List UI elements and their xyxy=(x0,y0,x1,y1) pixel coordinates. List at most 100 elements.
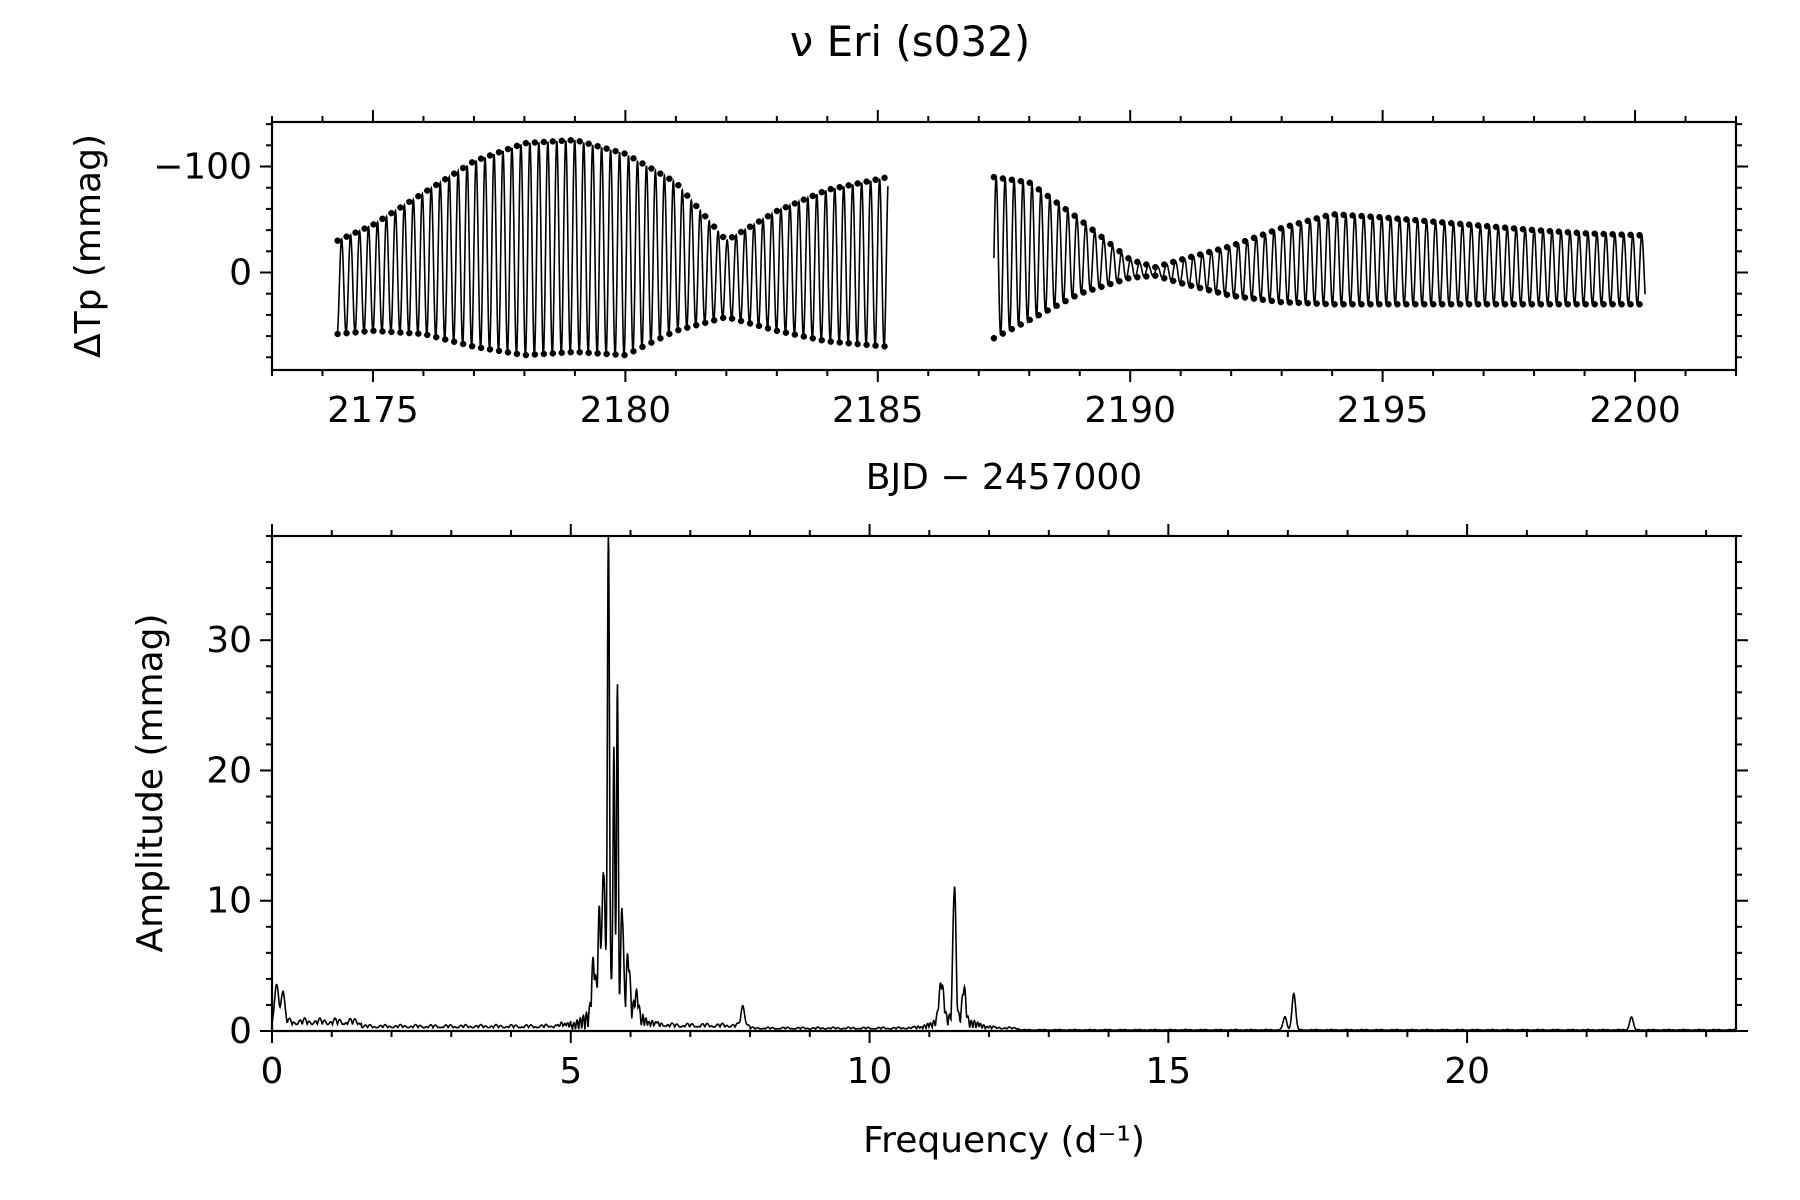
light-curve-point xyxy=(1510,301,1518,308)
light-curve-point xyxy=(1501,224,1509,231)
light-curve-point xyxy=(1591,230,1598,237)
light-curve-point xyxy=(1483,301,1491,308)
light-curve-xtick-label: 2175 xyxy=(327,390,419,431)
amplitude-spectrum-xtick-label: 5 xyxy=(559,1051,582,1092)
light-curve-xtick-label: 2180 xyxy=(580,390,672,431)
light-curve-point xyxy=(1573,301,1581,308)
amplitude-spectrum-xtick-label: 15 xyxy=(1145,1051,1191,1092)
light-curve-point xyxy=(504,349,512,356)
light-curve-point xyxy=(388,209,395,217)
light-curve-point xyxy=(594,142,601,150)
amplitude-spectrum-xtick-label: 10 xyxy=(847,1051,893,1092)
light-curve-xtick-label: 2200 xyxy=(1589,390,1681,431)
light-curve-ytick-label: 0 xyxy=(229,252,252,293)
light-curve-point xyxy=(1107,280,1114,288)
light-curve-point xyxy=(594,350,601,357)
light-curve-point xyxy=(684,324,691,331)
light-curve-point xyxy=(1474,301,1482,308)
light-curve-point xyxy=(334,330,341,338)
light-curve-point xyxy=(352,229,359,236)
light-curve-point xyxy=(1295,220,1303,227)
light-curve-point xyxy=(603,350,610,358)
light-curve-point xyxy=(1528,226,1536,234)
amplitude-spectrum-xlabel: Frequency (d⁻¹) xyxy=(863,1120,1145,1161)
light-curve-point xyxy=(1196,284,1204,292)
light-curve-point xyxy=(1582,301,1589,308)
light-curve-point xyxy=(1349,212,1356,219)
light-curve-point xyxy=(1071,212,1078,219)
light-curve-point xyxy=(612,351,619,358)
light-curve-point xyxy=(1062,297,1069,305)
light-curve-point xyxy=(603,145,610,152)
light-curve-point xyxy=(684,192,691,199)
light-curve-point xyxy=(1313,300,1320,307)
light-curve-point xyxy=(1376,213,1383,221)
light-curve-point xyxy=(1358,212,1365,220)
light-curve-point xyxy=(1295,299,1303,307)
light-curve-point xyxy=(1125,275,1132,282)
light-curve-point xyxy=(1223,243,1231,251)
light-curve-frame xyxy=(270,120,1738,372)
light-curve-point xyxy=(1394,301,1401,308)
light-curve-point xyxy=(1609,301,1616,308)
light-curve-point xyxy=(1456,220,1464,228)
light-curve-point xyxy=(334,237,341,244)
light-curve-point xyxy=(459,340,467,348)
light-curve-point xyxy=(558,137,566,145)
amplitude-spectrum-marks xyxy=(271,535,1737,1032)
light-curve-point xyxy=(863,341,870,349)
light-curve-point xyxy=(639,343,646,351)
light-curve-point xyxy=(1134,273,1141,281)
light-curve-point xyxy=(1412,301,1419,308)
light-curve-point xyxy=(486,346,494,353)
light-curve-point xyxy=(845,182,852,189)
light-curve-point xyxy=(406,198,413,206)
light-curve-point xyxy=(1026,316,1034,324)
light-curve-point xyxy=(1447,301,1455,308)
light-curve-point xyxy=(1564,228,1572,236)
light-curve-point xyxy=(872,176,879,183)
light-curve-point xyxy=(773,327,781,335)
light-curve-marks xyxy=(334,137,1646,359)
light-curve-point xyxy=(1250,295,1258,302)
light-curve-point xyxy=(809,192,817,200)
light-curve-point xyxy=(1152,263,1159,271)
light-curve-point xyxy=(728,315,736,322)
light-curve-point xyxy=(576,138,583,145)
light-curve-point xyxy=(809,335,817,342)
light-curve-point xyxy=(1277,225,1285,232)
light-curve-panel: 2175 2180 2185 2190 2195 2200 −100 0 BJD − 2457… xyxy=(68,110,1748,498)
light-curve-point xyxy=(1178,256,1186,263)
light-curve-point xyxy=(1340,211,1347,219)
light-curve-point xyxy=(1447,219,1455,227)
light-curve-point xyxy=(990,173,998,181)
light-curve-point xyxy=(1098,233,1105,241)
light-curve-point xyxy=(1555,228,1563,235)
light-curve-point xyxy=(999,175,1007,182)
light-curve-point xyxy=(693,202,700,210)
light-curve-point xyxy=(657,170,664,177)
light-curve-point xyxy=(764,325,772,332)
light-curve-point xyxy=(666,330,673,338)
light-curve-point xyxy=(1080,219,1087,226)
light-curve-point xyxy=(1044,307,1051,314)
light-curve-point xyxy=(630,348,637,355)
light-curve-xtick-label: 2195 xyxy=(1337,390,1429,431)
light-curve-point xyxy=(1178,280,1186,287)
light-curve-point xyxy=(1268,297,1276,305)
light-curve-point xyxy=(1564,301,1572,308)
light-curve-point xyxy=(1062,205,1069,213)
light-curve-point xyxy=(1169,258,1177,266)
light-curve-point xyxy=(710,223,718,230)
light-curve-point xyxy=(693,321,700,329)
light-curve-point xyxy=(1241,237,1249,245)
light-curve-point xyxy=(343,233,350,240)
light-curve-point xyxy=(1349,301,1356,308)
light-curve-point xyxy=(1044,192,1051,200)
light-curve-point xyxy=(352,329,359,336)
light-curve-point xyxy=(522,351,530,359)
light-curve-point xyxy=(1421,301,1428,308)
light-curve-point xyxy=(388,328,395,336)
light-curve-point xyxy=(441,336,449,343)
light-curve-point xyxy=(1483,222,1491,230)
